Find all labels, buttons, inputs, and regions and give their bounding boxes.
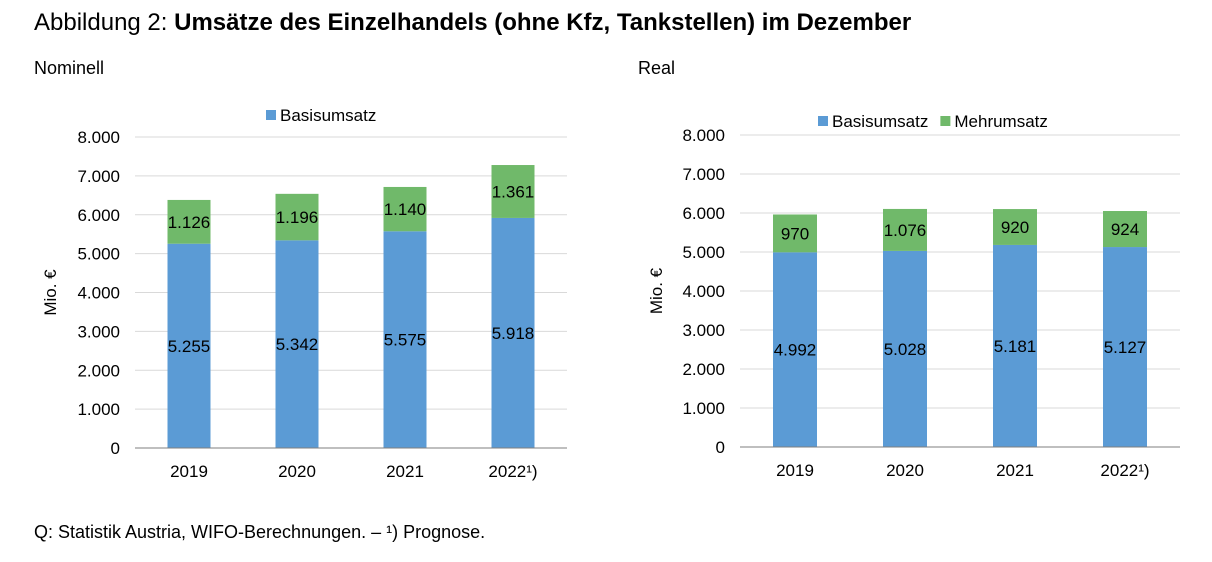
chart-nominell: 0 1.000 2.000 3.000 4.000 5.000 6.000 7.000 8.00… xyxy=(41,106,567,481)
x-tick-label-nominell: 2019 xyxy=(170,462,208,481)
y-tick-label-nominell: 6.000 xyxy=(77,206,120,225)
y-tick-label-real: 6.000 xyxy=(682,204,725,223)
y-tick-label-nominell: 4.000 xyxy=(77,284,120,303)
data-label-real-mehr: 924 xyxy=(1111,220,1139,239)
data-label-nominell-mehr: 1.361 xyxy=(492,182,535,201)
figure-title-main: Umsätze des Einzelhandels (ohne Kfz, Tan… xyxy=(174,9,912,36)
data-label-nominell-basis: 5.342 xyxy=(276,335,319,354)
figure-title-prefix: Abbildung 2: xyxy=(34,9,175,36)
bar-real-mehr xyxy=(1103,211,1147,248)
y-tick-label-real: 8.000 xyxy=(682,126,725,145)
y-tick-label-nominell: 5.000 xyxy=(77,245,120,264)
legend-label-basisumsatz: Basisumsatz xyxy=(832,112,928,131)
data-label-nominell-mehr: 1.196 xyxy=(276,208,319,227)
bar-nominell-mehr xyxy=(491,165,535,218)
y-tick-label-real: 1.000 xyxy=(682,399,725,418)
footnote: Q: Statistik Austria, WIFO-Berechnungen.… xyxy=(34,522,486,542)
bar-nominell-mehr xyxy=(167,199,211,244)
y-tick-label-real: 7.000 xyxy=(682,165,725,184)
data-label-nominell-basis: 5.255 xyxy=(168,337,211,356)
y-tick-label-nominell: 3.000 xyxy=(77,322,120,341)
x-tick-label-real: 2019 xyxy=(776,461,814,480)
bar-real-basis xyxy=(993,244,1037,447)
data-label-real-mehr: 1.076 xyxy=(884,221,927,240)
data-label-real-basis: 5.181 xyxy=(994,337,1037,356)
data-label-real-basis: 5.127 xyxy=(1104,338,1147,357)
panel-title-nominell: Nominell xyxy=(34,58,105,78)
x-tick-label-real: 2022¹) xyxy=(1100,461,1149,480)
data-label-nominell-mehr: 1.126 xyxy=(168,213,211,232)
y-tick-label-nominell: 1.000 xyxy=(77,400,120,419)
bar-nominell-basis xyxy=(167,243,211,448)
bar-real-mehr xyxy=(883,208,927,251)
x-tick-label-real: 2020 xyxy=(886,461,924,480)
bar-real-mehr xyxy=(993,209,1037,245)
x-tick-label-real: 2021 xyxy=(996,461,1034,480)
y-tick-label-nominell: 0 xyxy=(111,439,120,458)
y-tick-label-real: 2.000 xyxy=(682,360,725,379)
y-tick-label-real: 3.000 xyxy=(682,321,725,340)
y-axis-title-nominell: Mio. € xyxy=(41,269,60,316)
y-tick-label-real: 4.000 xyxy=(682,282,725,301)
data-label-nominell-basis: 5.575 xyxy=(384,331,427,350)
data-label-nominell-mehr: 1.140 xyxy=(384,200,427,219)
data-label-real-basis: 4.992 xyxy=(774,341,817,360)
legend-swatch-basisumsatz xyxy=(818,116,828,126)
data-label-real-mehr: 920 xyxy=(1001,218,1029,237)
x-tick-label-nominell: 2021 xyxy=(386,462,424,481)
legend-label-mehrumsatz: Mehrumsatz xyxy=(954,112,1048,131)
figure-title: Abbildung 2: Umsätze des Einzelhandels (… xyxy=(34,9,911,37)
y-axis-title-real: Mio. € xyxy=(647,267,666,314)
y-tick-label-real: 0 xyxy=(716,438,725,457)
legend-label-basisumsatz: Basisumsatz xyxy=(280,106,376,125)
legend-swatch-mehrumsatz xyxy=(940,116,951,126)
y-tick-label-nominell: 2.000 xyxy=(77,361,120,380)
x-tick-label-nominell: 2022¹) xyxy=(488,462,537,481)
bar-nominell-basis xyxy=(491,217,535,448)
data-label-real-mehr: 970 xyxy=(781,224,809,243)
bar-real-basis xyxy=(1103,247,1147,447)
bar-nominell-mehr xyxy=(383,186,427,232)
y-tick-label-nominell: 8.000 xyxy=(77,128,120,147)
bar-real-basis xyxy=(773,252,817,447)
panel-title-real: Real xyxy=(638,58,676,78)
bar-nominell-basis xyxy=(275,240,319,448)
bar-nominell-mehr xyxy=(275,193,319,241)
bar-nominell-basis xyxy=(383,231,427,448)
chart-real: 0 1.000 2.000 3.000 4.000 5.000 6.000 7.000 8.00… xyxy=(647,112,1180,480)
bar-real-basis xyxy=(883,250,927,447)
data-label-real-basis: 5.028 xyxy=(884,340,927,359)
y-tick-label-nominell: 7.000 xyxy=(77,167,120,186)
data-label-nominell-basis: 5.918 xyxy=(492,324,535,343)
legend-swatch-basisumsatz xyxy=(266,110,276,120)
y-tick-label-real: 5.000 xyxy=(682,243,725,262)
bar-real-mehr xyxy=(773,214,817,253)
x-tick-label-nominell: 2020 xyxy=(278,462,316,481)
